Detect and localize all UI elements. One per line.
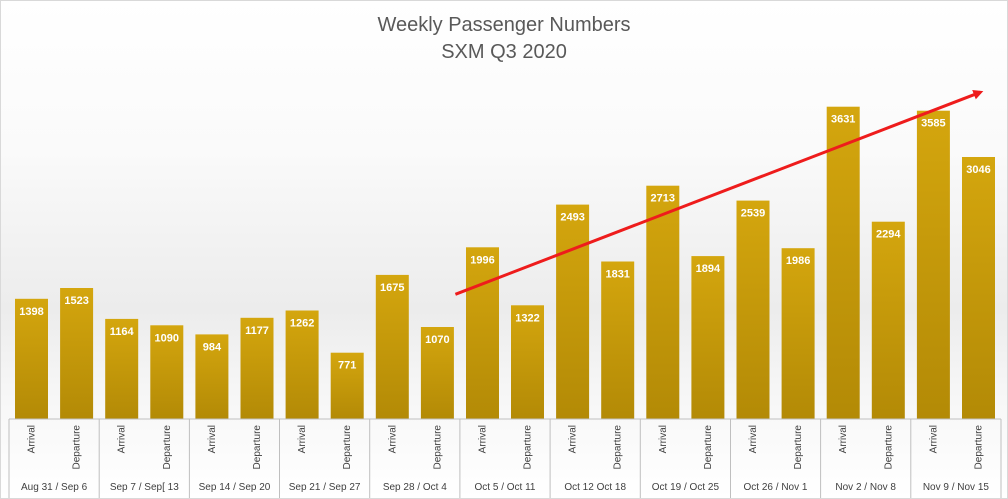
bar-1 (15, 298, 48, 419)
category-label: Arrival (928, 425, 939, 453)
bar-value-label: 1996 (470, 254, 494, 266)
bar-value-label: 1262 (290, 318, 314, 330)
bar-value-label: 1894 (696, 263, 721, 275)
bar-value-label: 1322 (515, 312, 539, 324)
category-label: Arrival (387, 425, 398, 453)
category-label: Departure (523, 425, 534, 470)
category-label: Departure (432, 425, 443, 470)
bar-4 (150, 325, 184, 419)
bar-16 (691, 256, 725, 419)
category-label: Departure (252, 425, 263, 470)
bar-10 (420, 327, 454, 419)
category-label: Departure (793, 425, 804, 470)
week-label: Sep 28 / Oct 4 (383, 482, 447, 493)
bar-21 (916, 110, 950, 419)
week-label: Aug 31 / Sep 6 (21, 482, 88, 493)
bar-13 (556, 204, 590, 419)
category-label: Arrival (568, 425, 579, 453)
bar-11 (466, 247, 499, 419)
category-label: Departure (342, 425, 353, 470)
bar-value-label: 1986 (786, 255, 810, 267)
bar-value-label: 771 (338, 360, 356, 372)
category-label: Arrival (207, 425, 218, 453)
labels-layer: 1398 1523 1164 1090 984 1177 1262 771 1675 1070 19… (19, 114, 990, 372)
bar-value-label: 1523 (64, 295, 88, 307)
week-label: Sep 21 / Sep 27 (289, 482, 361, 493)
category-label: Arrival (117, 425, 128, 453)
category-label: Arrival (838, 425, 849, 453)
bar-value-label: 1090 (155, 332, 179, 344)
bar-value-label: 3631 (831, 114, 855, 126)
bar-22 (962, 157, 995, 419)
bar-value-label: 984 (203, 341, 222, 353)
bar-value-label: 1070 (425, 334, 449, 346)
category-label: Arrival (658, 425, 669, 453)
bar-15 (646, 185, 680, 419)
chart-title: Weekly Passenger Numbers (377, 14, 630, 36)
annotation-layer (454, 90, 984, 296)
bar-value-label: 2294 (876, 229, 901, 241)
bar-20 (871, 221, 905, 419)
chart-subtitle: SXM Q3 2020 (441, 41, 567, 63)
bar-7 (285, 310, 319, 419)
bar-value-label: 1177 (245, 325, 269, 337)
week-label: Nov 2 / Nov 8 (835, 482, 896, 493)
category-label: Arrival (748, 425, 759, 453)
bar-8 (330, 352, 364, 419)
category-label: Departure (162, 425, 173, 470)
bar-2 (60, 288, 94, 419)
week-label: Oct 12 Oct 18 (564, 482, 626, 493)
bar-19 (826, 106, 860, 419)
category-label: Arrival (478, 425, 489, 453)
week-label: Oct 26 / Nov 1 (744, 482, 808, 493)
bar-5 (195, 334, 229, 419)
week-label: Oct 19 / Oct 25 (652, 482, 720, 493)
bar-12 (511, 305, 544, 419)
category-label: Departure (974, 425, 985, 470)
bar-18 (781, 248, 815, 419)
bar-value-label: 1831 (605, 269, 629, 281)
bar-value-label: 1164 (110, 326, 135, 338)
week-label: Sep 7 / Sep[ 13 (110, 482, 179, 493)
bars-layer (15, 106, 995, 419)
week-label: Sep 14 / Sep 20 (199, 482, 271, 493)
bar-3 (105, 318, 139, 419)
category-label: Arrival (297, 425, 308, 453)
category-label: Arrival (27, 425, 38, 453)
category-label: Departure (613, 425, 624, 470)
bar-value-label: 1675 (380, 282, 404, 294)
category-label: Departure (883, 425, 894, 470)
bar-value-label: 2539 (741, 208, 765, 220)
bar-17 (736, 200, 770, 419)
week-label: Nov 9 / Nov 15 (923, 482, 990, 493)
bar-value-label: 3046 (966, 164, 990, 176)
bar-14 (601, 261, 635, 419)
bar-value-label: 1398 (19, 306, 43, 318)
category-label: Departure (703, 425, 714, 470)
trend-arrow (454, 90, 984, 296)
week-label: Oct 5 / Oct 11 (475, 482, 536, 493)
bar-value-label: 2493 (560, 212, 584, 224)
category-label: Departure (72, 425, 83, 470)
axis-layer: Arrival Departure Arrival Departure Arrival D… (8, 418, 1002, 498)
bar-9 (375, 274, 409, 419)
bar-value-label: 3585 (921, 118, 945, 130)
bar-6 (240, 317, 274, 419)
bar-value-label: 2713 (651, 193, 675, 205)
